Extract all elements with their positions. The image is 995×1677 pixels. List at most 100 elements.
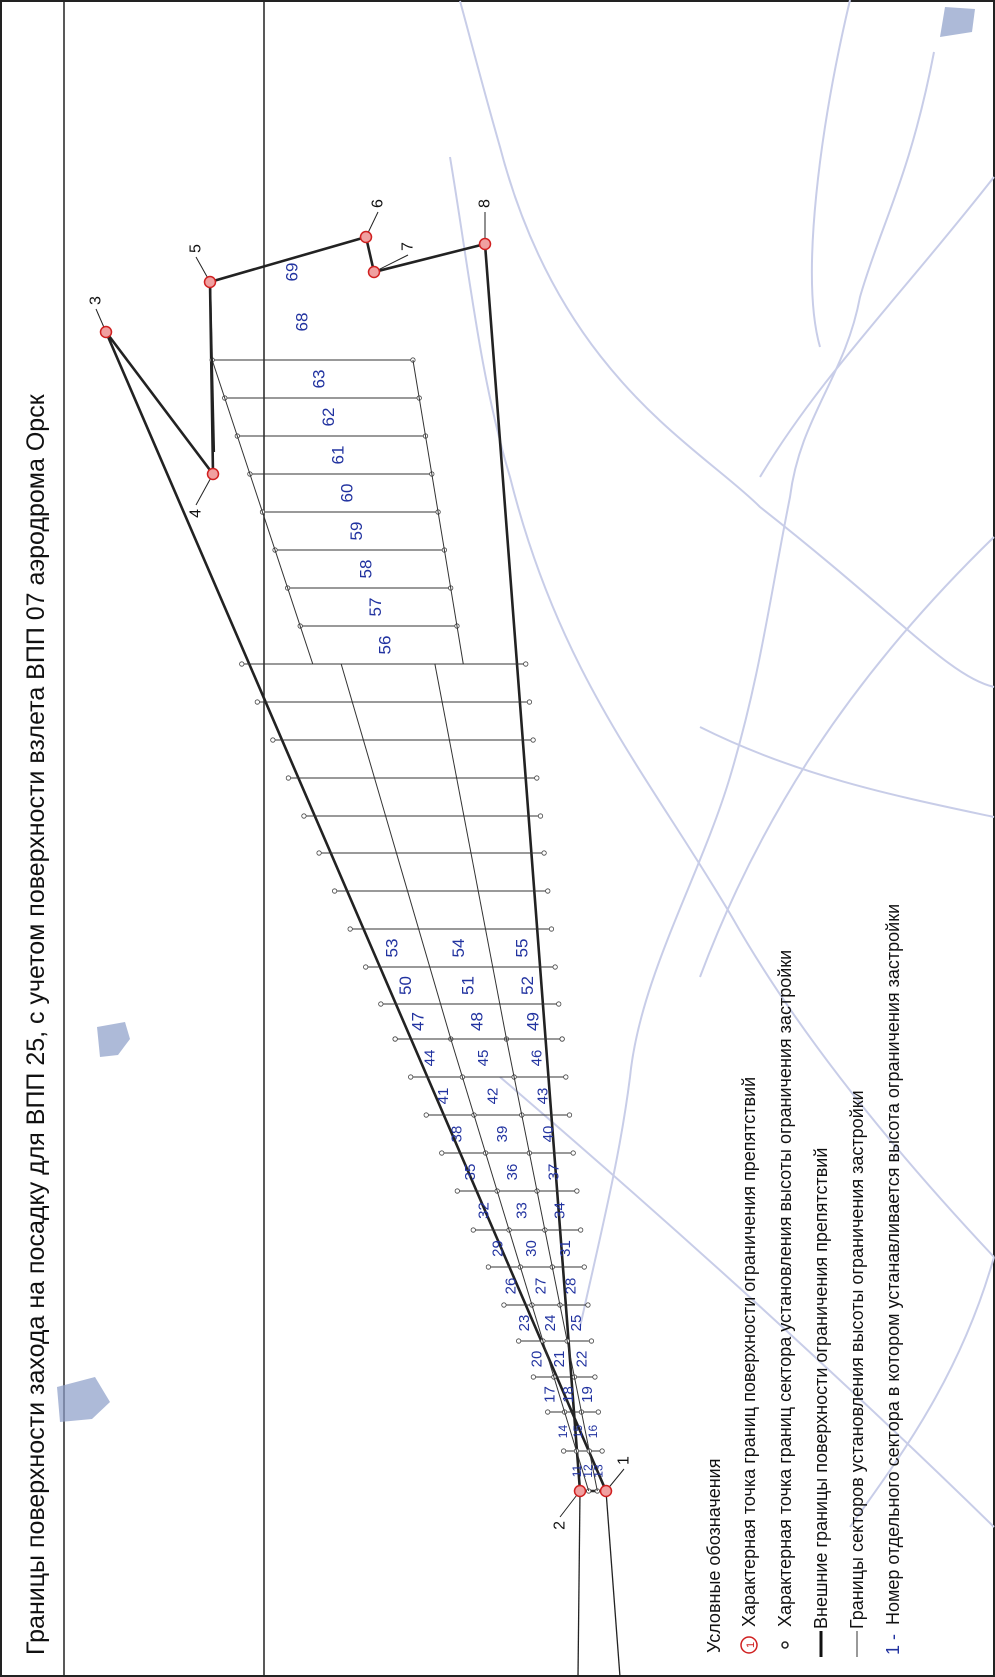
sector-point bbox=[575, 1189, 579, 1193]
sector-point bbox=[286, 776, 290, 780]
boundary-point-label: 1 bbox=[616, 1456, 633, 1465]
sector-point bbox=[440, 1151, 444, 1155]
sector-number: 22 bbox=[573, 1351, 590, 1368]
sector-point bbox=[538, 814, 542, 818]
legend-item-4: Границы секторов установления высоты огр… bbox=[847, 1090, 867, 1629]
sector-number: 59 bbox=[347, 522, 366, 541]
sector-number: 45 bbox=[475, 1050, 492, 1067]
legend-item-3: Внешние границы поверхности ограничения … bbox=[811, 1148, 831, 1629]
sector-point bbox=[240, 662, 244, 666]
sector-number: 44 bbox=[421, 1050, 438, 1067]
legend-heading: Условные обозначения bbox=[704, 1459, 724, 1653]
sector-point bbox=[596, 1410, 600, 1414]
sector-point bbox=[582, 1265, 586, 1269]
sector-number: 54 bbox=[449, 939, 468, 958]
sector-number: 26 bbox=[503, 1278, 520, 1295]
sector-number: 21 bbox=[551, 1351, 568, 1368]
boundary-point-label: 5 bbox=[188, 244, 205, 253]
boundary-point-label: 3 bbox=[88, 296, 105, 305]
sector-point bbox=[564, 1075, 568, 1079]
sector-number: 28 bbox=[563, 1278, 580, 1295]
sector-point bbox=[531, 1375, 535, 1379]
sector-point bbox=[561, 1449, 565, 1453]
sector-number: 62 bbox=[319, 408, 338, 427]
sector-point bbox=[535, 776, 539, 780]
boundary-point bbox=[369, 267, 380, 278]
sector-point bbox=[586, 1303, 590, 1307]
sector-number: 34 bbox=[551, 1202, 568, 1219]
boundary-point bbox=[205, 277, 216, 288]
sector-point bbox=[424, 1113, 428, 1117]
sector-number: 37 bbox=[546, 1164, 563, 1181]
sector-point bbox=[589, 1339, 593, 1343]
map-title: Границы поверхности захода на посадку дл… bbox=[22, 393, 50, 1655]
boundary-point bbox=[361, 232, 372, 243]
sector-point bbox=[567, 1113, 571, 1117]
sector-point bbox=[593, 1375, 597, 1379]
sector-point bbox=[527, 700, 531, 704]
sector-point bbox=[560, 1037, 564, 1041]
sector-number: 47 bbox=[409, 1012, 428, 1031]
sector-point bbox=[393, 1037, 397, 1041]
sector-number-symbol: 1 - bbox=[883, 1634, 903, 1655]
sector-point bbox=[455, 1189, 459, 1193]
sector-number: 57 bbox=[366, 598, 385, 617]
sector-number: 29 bbox=[489, 1240, 506, 1257]
sector-number: 35 bbox=[462, 1164, 479, 1181]
sector-number: 46 bbox=[529, 1050, 546, 1067]
sector-number: 51 bbox=[458, 976, 477, 995]
sector-number: 24 bbox=[542, 1315, 559, 1332]
sector-number: 38 bbox=[448, 1126, 465, 1143]
sector-number: 18 bbox=[560, 1386, 577, 1403]
sector-number: 49 bbox=[523, 1012, 542, 1031]
sector-point bbox=[271, 738, 275, 742]
sector-point bbox=[578, 1228, 582, 1232]
sector-number: 17 bbox=[541, 1386, 558, 1403]
boundary-point-label: 2 bbox=[552, 1521, 569, 1530]
sector-point bbox=[546, 889, 550, 893]
sector-number: 39 bbox=[494, 1126, 511, 1143]
sector-number: 31 bbox=[557, 1240, 574, 1257]
sector-number: 63 bbox=[310, 370, 329, 389]
sector-point bbox=[317, 851, 321, 855]
sector-point bbox=[348, 927, 352, 931]
sector-number: 27 bbox=[533, 1278, 550, 1295]
sector-number: 42 bbox=[485, 1088, 502, 1105]
sector-point bbox=[363, 965, 367, 969]
sector-point bbox=[502, 1303, 506, 1307]
sector-point bbox=[571, 1151, 575, 1155]
sector-point bbox=[545, 1410, 549, 1414]
sector-number: 48 bbox=[467, 1012, 486, 1031]
boundary-point-symbol-label: 1 bbox=[745, 1642, 757, 1648]
sector-number: 43 bbox=[534, 1088, 551, 1105]
sector-number: 56 bbox=[375, 636, 394, 655]
sector-number: 69 bbox=[283, 263, 302, 282]
sector-point bbox=[553, 965, 557, 969]
sector-point bbox=[255, 700, 259, 704]
sector-number: 41 bbox=[435, 1088, 452, 1105]
sector-number: 61 bbox=[328, 446, 347, 465]
sector-number: 40 bbox=[540, 1126, 557, 1143]
sector-number: 15 bbox=[571, 1425, 585, 1439]
sector-number: 53 bbox=[383, 939, 402, 958]
boundary-point bbox=[208, 469, 219, 480]
sector-point bbox=[408, 1075, 412, 1079]
sector-number: 50 bbox=[396, 976, 415, 995]
sector-point bbox=[471, 1228, 475, 1232]
sector-point bbox=[542, 851, 546, 855]
sector-point bbox=[600, 1449, 604, 1453]
sector-number: 19 bbox=[579, 1386, 596, 1403]
sector-point bbox=[302, 814, 306, 818]
sector-number: 68 bbox=[293, 313, 312, 332]
sector-number: 30 bbox=[523, 1240, 540, 1257]
boundary-point-label: 4 bbox=[188, 509, 205, 518]
legend-item-1: Характерная точка границ поверхности огр… bbox=[739, 1077, 759, 1627]
boundary-point-label: 8 bbox=[477, 199, 494, 208]
sector-point bbox=[332, 889, 336, 893]
sector-number: 13 bbox=[592, 1464, 606, 1478]
legend-item-2: Характерная точка границ сектора установ… bbox=[775, 950, 795, 1627]
sector-number: 16 bbox=[586, 1425, 600, 1439]
sector-point bbox=[516, 1339, 520, 1343]
